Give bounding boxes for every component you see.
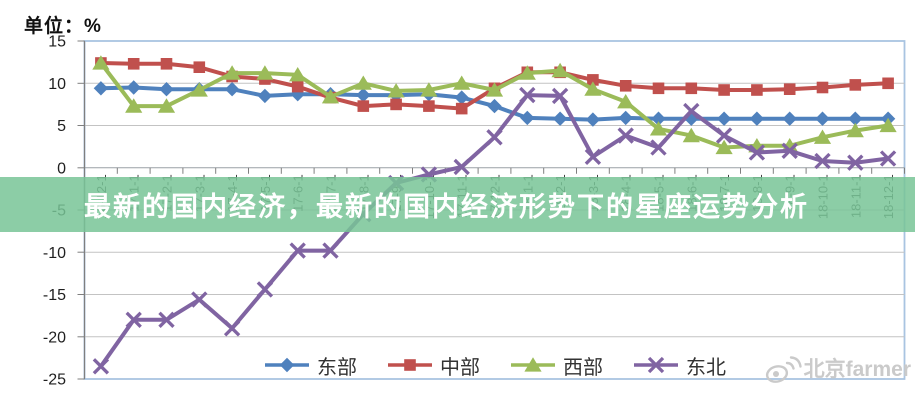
- svg-text:5: 5: [57, 118, 66, 135]
- central-marker-icon: [388, 359, 432, 371]
- svg-text:0: 0: [57, 160, 66, 177]
- legend-item-east: 东部: [264, 351, 357, 380]
- svg-text:-25: -25: [43, 372, 66, 389]
- west-marker-icon: [511, 357, 555, 372]
- weibo-eye-icon: [765, 356, 802, 383]
- overlay-title: 最新的国内经济，最新的国内经济形势下的星座运势分析: [84, 192, 809, 222]
- unit-label: 单位：%: [24, 16, 102, 37]
- svg-text:-15: -15: [43, 287, 66, 304]
- legend-label: 中部: [440, 356, 480, 379]
- legend-label: 东部: [317, 356, 357, 379]
- series-west: [92, 55, 897, 155]
- svg-text:-20: -20: [43, 329, 66, 346]
- svg-text:-10: -10: [43, 245, 66, 262]
- legend-label: 东北: [686, 356, 726, 379]
- svg-text:15: 15: [48, 34, 66, 51]
- legend: 东部 中部 西部 东北: [85, 351, 905, 379]
- svg-text:10: 10: [48, 76, 66, 93]
- watermark: 北京farmer: [764, 353, 911, 383]
- legend-item-northeast: 东北: [633, 351, 726, 380]
- gridlines: [84, 82, 905, 338]
- watermark-text: 北京farmer: [803, 358, 911, 381]
- title-overlay-band: 最新的国内经济，最新的国内经济形势下的星座运势分析: [0, 177, 915, 232]
- series-east: [93, 80, 896, 127]
- x-axis-ticks: [84, 167, 905, 174]
- legend-label: 西部: [563, 356, 603, 379]
- northeast-marker-icon: [634, 356, 678, 374]
- series-northeast: [92, 86, 897, 375]
- legend-item-central: 中部: [387, 351, 480, 380]
- east-marker-icon: [265, 357, 309, 373]
- legend-item-west: 西部: [510, 351, 603, 380]
